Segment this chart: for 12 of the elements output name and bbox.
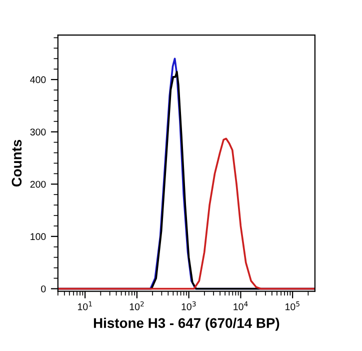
- x-tick-label: 10$^{5}$: [286, 301, 300, 310]
- x-tick-label: 10$^{3}$: [182, 301, 196, 310]
- y-axis-title: Counts: [12, 140, 22, 187]
- x-tick-label: 10$^{2}$: [130, 301, 144, 310]
- y-tick-label: 100: [30, 233, 46, 240]
- x-tick-label: 10$^{4}$: [234, 301, 248, 310]
- x-axis-title: Histone H3 - 647 (670/14 BP): [94, 318, 280, 331]
- x-tick-label: 10$^{1}$: [78, 301, 92, 310]
- y-tick-label: 200: [30, 180, 46, 188]
- y-tick-label: 0: [41, 285, 46, 292]
- y-tick-label: 400: [30, 76, 46, 84]
- y-tick-label: 300: [30, 128, 46, 136]
